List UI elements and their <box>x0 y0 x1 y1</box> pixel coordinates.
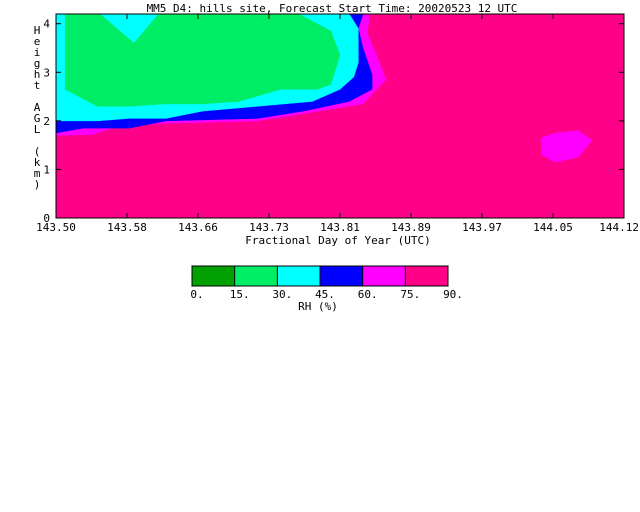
rh-region-15-5 <box>64 13 341 107</box>
colorbar-tick-label: 15. <box>230 288 250 301</box>
colorbar-tick-label: 75. <box>400 288 420 301</box>
x-tick-label: 143.97 <box>462 221 502 234</box>
colorbar-tick-label: 0. <box>190 288 203 301</box>
y-axis: 0 1 2 3 4 <box>43 18 624 225</box>
colorbar-swatch <box>405 266 448 286</box>
colorbar-legend: 0. 15. 30. 45. 60. 75. 90. <box>190 265 463 301</box>
chart-title: MM5_D4: hills site, Forecast Start Time:… <box>147 2 518 15</box>
colorbar-swatch <box>192 266 235 286</box>
colorbar-swatch <box>320 266 363 286</box>
colorbar-tick-label: 30. <box>272 288 292 301</box>
colorbar-swatch <box>234 266 278 286</box>
colorbar-swatch <box>362 266 406 286</box>
y-tick-label: 0 <box>43 212 50 225</box>
x-tick-label: 143.50 <box>36 221 76 234</box>
x-axis-label: Fractional Day of Year (UTC) <box>245 234 430 247</box>
y-tick-label: 1 <box>43 163 50 176</box>
colorbar-tick-label: 45. <box>315 288 335 301</box>
x-tick-label: 143.73 <box>249 221 289 234</box>
x-axis: 143.50 143.58 143.66 143.73 143.81 143.89 143.… <box>36 14 639 234</box>
colorbar-label: RH (%) <box>298 300 338 313</box>
colorbar-tick-label: 90. <box>443 288 463 301</box>
y-tick-label: 3 <box>43 66 50 79</box>
y-tick-label: 2 <box>43 115 50 128</box>
x-tick-label: 143.81 <box>320 221 360 234</box>
colorbar-tick-label: 60. <box>358 288 378 301</box>
x-tick-label: 144.12 <box>599 221 639 234</box>
y-tick-label: 4 <box>43 18 50 31</box>
x-tick-label: 143.66 <box>178 221 218 234</box>
x-tick-label: 143.89 <box>391 221 431 234</box>
x-tick-label: 143.58 <box>107 221 147 234</box>
plot-area <box>55 13 625 219</box>
x-tick-label: 144.05 <box>533 221 573 234</box>
rh-region-60-1 <box>541 130 593 163</box>
colorbar-swatch <box>277 266 320 286</box>
